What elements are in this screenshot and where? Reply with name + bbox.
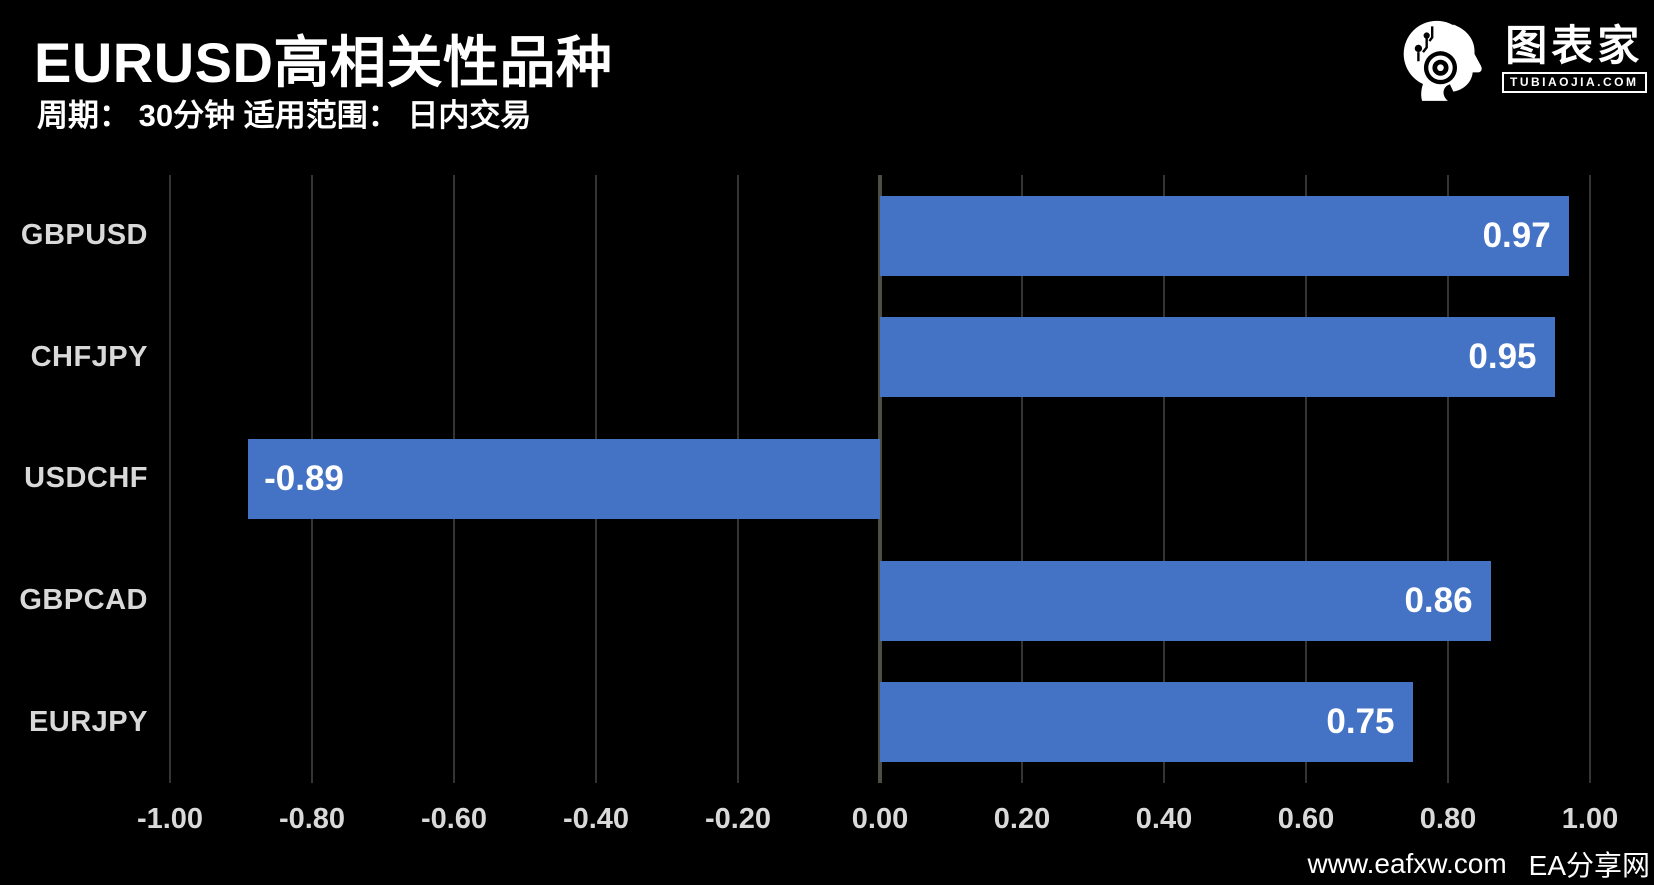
bar-value-label: 0.75 bbox=[1326, 702, 1395, 742]
logo-name: 图表家 bbox=[1505, 22, 1644, 70]
bar-value-label: 0.95 bbox=[1468, 337, 1537, 377]
bar-chfjpy: 0.95 bbox=[880, 317, 1555, 398]
tick-label: -0.60 bbox=[420, 803, 488, 835]
tick-label: 0.20 bbox=[993, 803, 1051, 835]
bar-row: 0.97 bbox=[170, 175, 1590, 297]
logo-text-block: 图表家 TUBIAOJIA.COM bbox=[1502, 22, 1647, 93]
category-label: USDCHF bbox=[24, 462, 148, 495]
bar-row: 0.86 bbox=[170, 540, 1590, 662]
x-axis-tick-labels: -1.00 -0.80 -0.60 -0.40 -0.20 0.00 0.20 … bbox=[137, 803, 1618, 843]
bar-usdchf: -0.89 bbox=[248, 438, 880, 519]
tick-label: 0.00 bbox=[851, 803, 909, 835]
gridline bbox=[1021, 175, 1023, 783]
category-label: CHFJPY bbox=[30, 340, 148, 373]
plot-area: 0.97 0.95 -0.89 0.86 0.75 bbox=[169, 175, 1591, 783]
tick-label: -0.80 bbox=[278, 803, 346, 835]
bar-gbpcad: 0.86 bbox=[880, 560, 1491, 641]
tick-label: 0.40 bbox=[1135, 803, 1193, 835]
robot-head-with-headphone-icon bbox=[1403, 20, 1482, 101]
tick-label: 0.60 bbox=[1277, 803, 1335, 835]
tick-label: 0.80 bbox=[1419, 803, 1477, 835]
gridline bbox=[1589, 175, 1591, 783]
tick-label: -0.20 bbox=[704, 803, 772, 835]
logo-domain-badge: TUBIAOJIA.COM bbox=[1502, 72, 1647, 93]
footer-site-url: www.eafxw.com bbox=[1307, 848, 1507, 879]
y-axis-category-labels: GBPUSD CHFJPY USDCHF GBPCAD EURJPY bbox=[19, 175, 148, 783]
category-label: GBPUSD bbox=[20, 219, 148, 252]
category-label: EURJPY bbox=[28, 705, 148, 738]
footer-watermark: www.eafxw.com EA分享网 bbox=[1307, 844, 1650, 884]
bar-row: -0.89 bbox=[170, 418, 1590, 540]
gridline bbox=[169, 175, 171, 783]
tick-label: 1.00 bbox=[1561, 803, 1619, 835]
tubiaojia-logo: 图表家 TUBIAOJIA.COM bbox=[1400, 14, 1647, 104]
bar-eurjpy: 0.75 bbox=[880, 682, 1413, 763]
zero-axis-line bbox=[878, 175, 882, 783]
bar-value-label: 0.86 bbox=[1404, 580, 1473, 620]
gridline bbox=[1447, 175, 1449, 783]
tick-label: -1.00 bbox=[136, 803, 204, 835]
bar-value-label: -0.89 bbox=[264, 458, 344, 498]
tick-label: -0.40 bbox=[562, 803, 630, 835]
bar-row: 0.75 bbox=[170, 661, 1590, 783]
footer-site-name: EA分享网 bbox=[1528, 850, 1650, 881]
bar-row: 0.95 bbox=[170, 297, 1590, 419]
category-label: GBPCAD bbox=[19, 584, 148, 617]
gridline bbox=[1163, 175, 1165, 783]
chart-subtitle: 周期： 30分钟 适用范围： 日内交易 bbox=[37, 98, 532, 133]
gridline bbox=[1305, 175, 1307, 783]
bar-gbpusd: 0.97 bbox=[880, 195, 1569, 276]
page-title: EURUSD高相关性品种 bbox=[34, 31, 613, 94]
bar-value-label: 0.97 bbox=[1482, 215, 1551, 255]
bar-rows: 0.97 0.95 -0.89 0.86 0.75 bbox=[170, 175, 1590, 783]
